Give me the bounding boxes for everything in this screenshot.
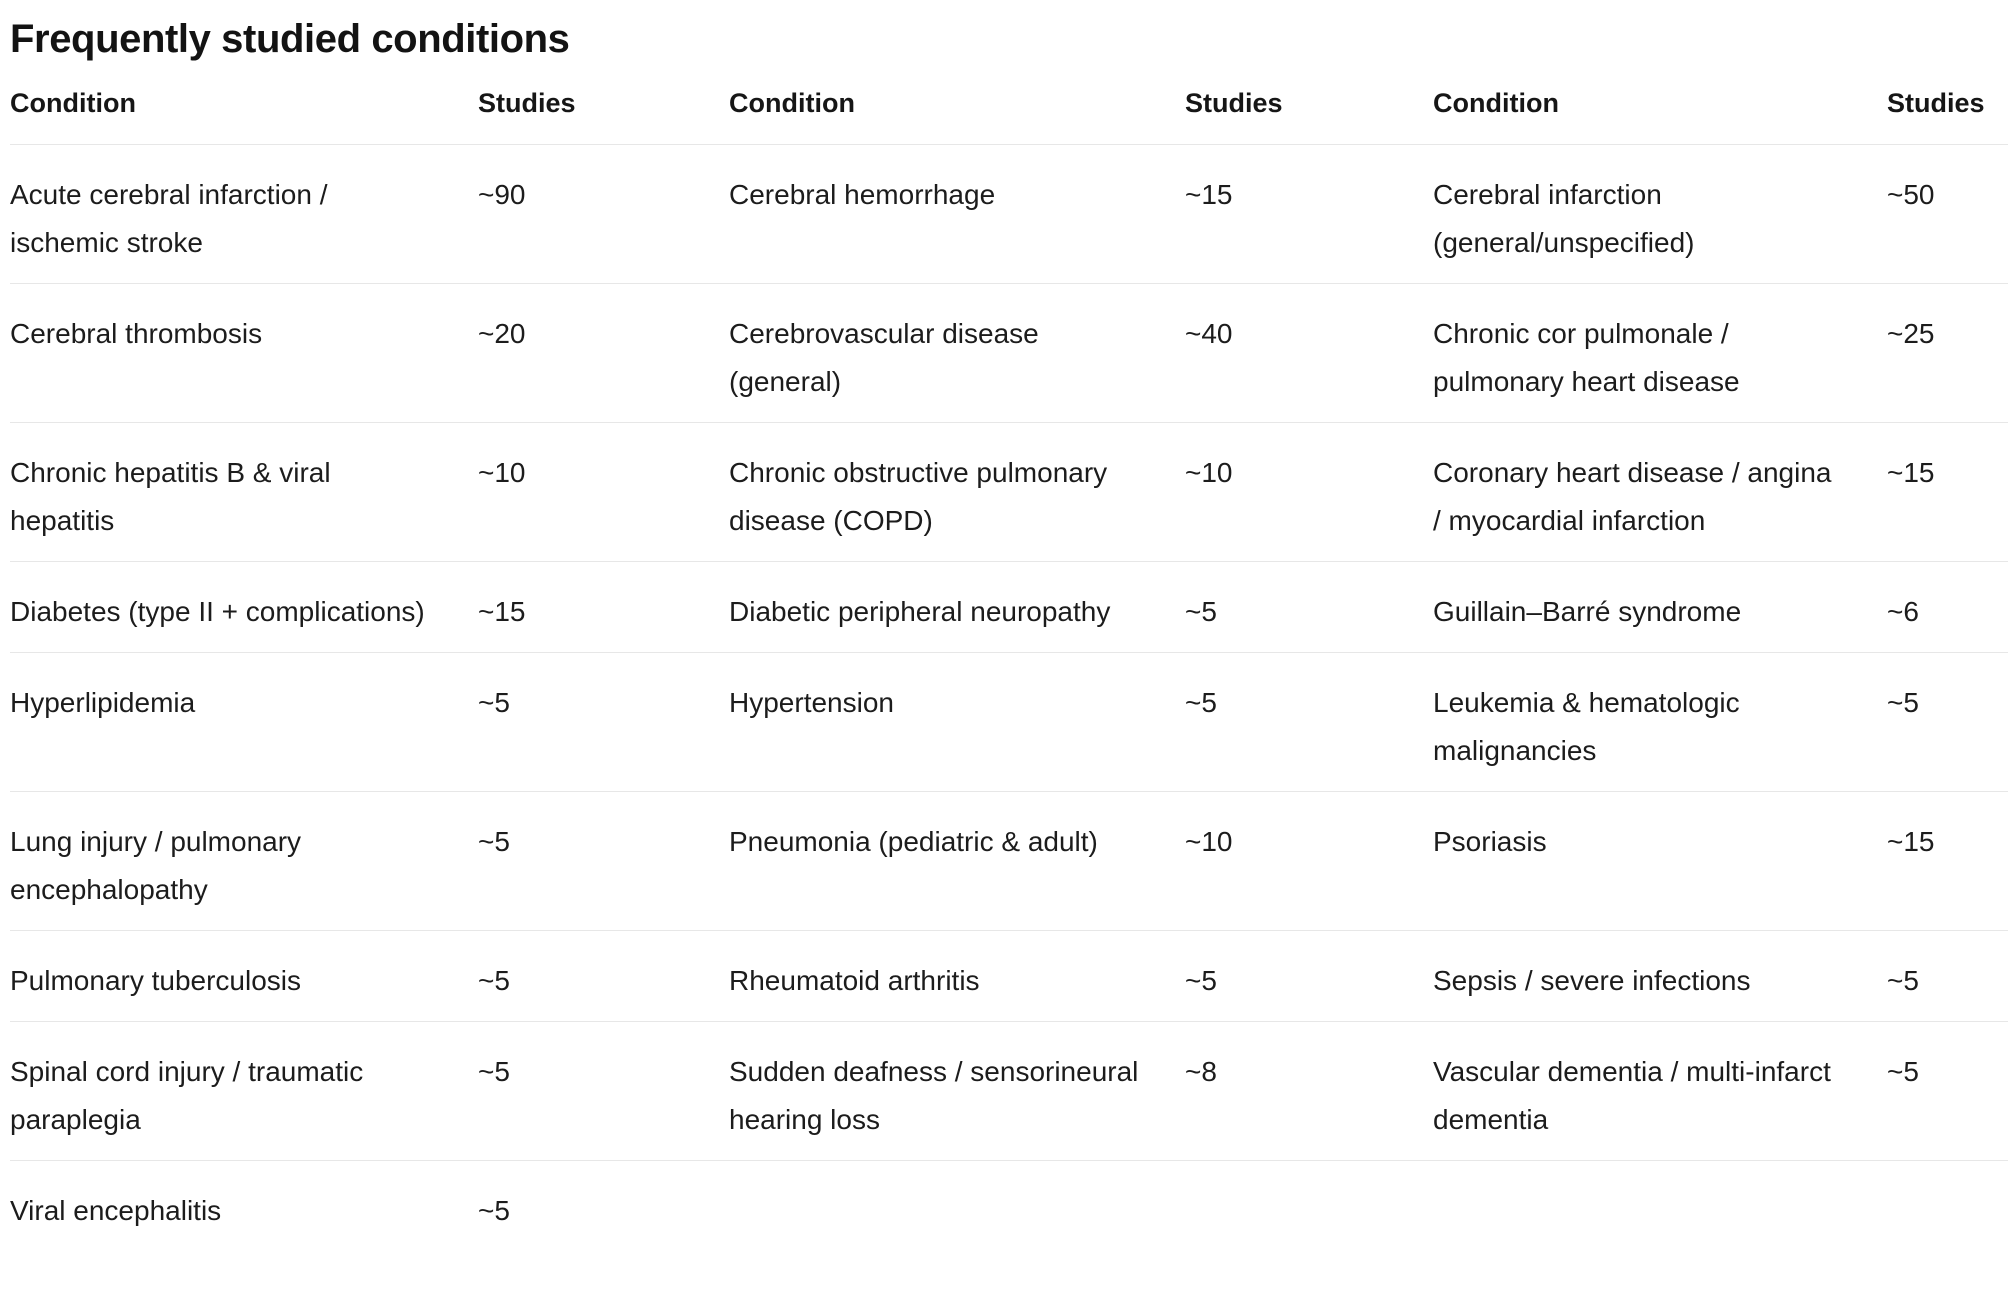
column-header-studies-3: Studies <box>1887 88 1985 118</box>
table-row: Hyperlipidemia ~5 Hypertension ~5 Leukem… <box>10 652 2008 792</box>
studies-cell: ~10 <box>1185 422 1433 562</box>
condition-cell: Cerebral hemorrhage <box>729 144 1185 284</box>
studies-cell: ~15 <box>1887 791 2008 931</box>
header-row: Condition Studies Condition Studies Cond… <box>10 64 2008 145</box>
table-row: Viral encephalitis ~5 <box>10 1160 2008 1251</box>
column-header-condition-2: Condition <box>729 88 855 118</box>
condition-cell: Hypertension <box>729 652 1185 792</box>
condition-cell: Acute cerebral infarction / ischemic str… <box>10 144 478 284</box>
condition-cell: Cerebral thrombosis <box>10 283 478 423</box>
condition-cell <box>729 1160 1185 1251</box>
condition-cell: Spinal cord injury / traumatic paraplegi… <box>10 1021 478 1161</box>
studies-cell: ~5 <box>478 1160 729 1251</box>
condition-cell: Viral encephalitis <box>10 1160 478 1251</box>
condition-cell: Leukemia & hematologic malignancies <box>1433 652 1887 792</box>
table-row: Chronic hepatitis B & viral hepatitis ~1… <box>10 422 2008 562</box>
condition-cell: Cerebral infarction (general/unspecified… <box>1433 144 1887 284</box>
table-body: Acute cerebral infarction / ischemic str… <box>10 144 2008 1251</box>
studies-cell: ~5 <box>478 652 729 792</box>
studies-cell: ~25 <box>1887 283 2008 423</box>
table-row: Lung injury / pulmonary encephalopathy ~… <box>10 791 2008 931</box>
condition-cell: Coronary heart disease / angina / myocar… <box>1433 422 1887 562</box>
condition-cell: Rheumatoid arthritis <box>729 930 1185 1022</box>
column-header-studies-1: Studies <box>478 88 576 118</box>
studies-cell: ~5 <box>1185 930 1433 1022</box>
studies-cell: ~10 <box>1185 791 1433 931</box>
studies-cell: ~15 <box>478 561 729 653</box>
studies-cell: ~40 <box>1185 283 1433 423</box>
condition-cell: Vascular dementia / multi-infarct dement… <box>1433 1021 1887 1161</box>
condition-cell: Hyperlipidemia <box>10 652 478 792</box>
condition-cell: Chronic hepatitis B & viral hepatitis <box>10 422 478 562</box>
studies-cell: ~6 <box>1887 561 2008 653</box>
table-row: Spinal cord injury / traumatic paraplegi… <box>10 1021 2008 1161</box>
table-row: Diabetes (type II + complications) ~15 D… <box>10 561 2008 653</box>
condition-cell: Lung injury / pulmonary encephalopathy <box>10 791 478 931</box>
condition-cell: Psoriasis <box>1433 791 1887 931</box>
studies-cell: ~5 <box>478 791 729 931</box>
studies-cell: ~5 <box>1887 652 2008 792</box>
condition-cell: Chronic obstructive pulmonary disease (C… <box>729 422 1185 562</box>
studies-cell: ~5 <box>478 1021 729 1161</box>
column-header-condition-3: Condition <box>1433 88 1559 118</box>
condition-cell: Guillain–Barré syndrome <box>1433 561 1887 653</box>
condition-cell: Pulmonary tuberculosis <box>10 930 478 1022</box>
studies-cell: ~15 <box>1185 144 1433 284</box>
condition-cell: Sudden deafness / sensorineural hearing … <box>729 1021 1185 1161</box>
table-header: Condition Studies Condition Studies Cond… <box>10 64 2008 145</box>
condition-cell: Pneumonia (pediatric & adult) <box>729 791 1185 931</box>
studies-cell: ~50 <box>1887 144 2008 284</box>
page-title: Frequently studied conditions <box>10 17 570 61</box>
studies-cell: ~10 <box>478 422 729 562</box>
table-row: Pulmonary tuberculosis ~5 Rheumatoid art… <box>10 930 2008 1022</box>
studies-cell: ~15 <box>1887 422 2008 562</box>
condition-cell: Cerebrovascular disease (general) <box>729 283 1185 423</box>
studies-cell <box>1887 1160 2008 1251</box>
condition-cell: Chronic cor pulmonale / pulmonary heart … <box>1433 283 1887 423</box>
studies-cell: ~5 <box>1887 930 2008 1022</box>
studies-cell: ~5 <box>1887 1021 2008 1161</box>
condition-cell: Sepsis / severe infections <box>1433 930 1887 1022</box>
studies-cell: ~5 <box>478 930 729 1022</box>
studies-cell <box>1185 1160 1433 1251</box>
column-header-condition-1: Condition <box>10 88 136 118</box>
condition-cell: Diabetic peripheral neuropathy <box>729 561 1185 653</box>
condition-cell: Diabetes (type II + complications) <box>10 561 478 653</box>
studies-cell: ~20 <box>478 283 729 423</box>
table-row: Cerebral thrombosis ~20 Cerebrovascular … <box>10 283 2008 423</box>
studies-cell: ~5 <box>1185 561 1433 653</box>
studies-cell: ~90 <box>478 144 729 284</box>
studies-cell: ~5 <box>1185 652 1433 792</box>
column-header-studies-2: Studies <box>1185 88 1283 118</box>
conditions-table: Condition Studies Condition Studies Cond… <box>10 64 2008 1251</box>
condition-cell <box>1433 1160 1887 1251</box>
table-row: Acute cerebral infarction / ischemic str… <box>10 144 2008 284</box>
studies-cell: ~8 <box>1185 1021 1433 1161</box>
page: Frequently studied conditions Condition … <box>10 17 2008 1251</box>
